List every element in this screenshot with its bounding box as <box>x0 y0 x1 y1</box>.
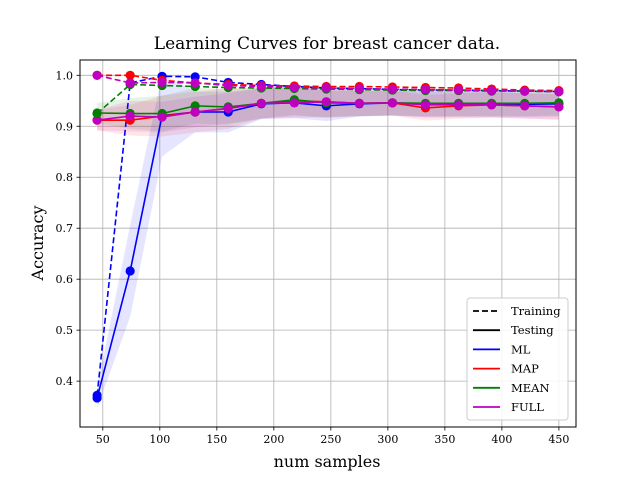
legend: Training Testing ML MAP MEAN FULL <box>466 297 569 421</box>
point-full-testing <box>223 103 233 114</box>
plot-area: 50 100 150 200 250 300 350 400 450 0.40.50.60.70… <box>56 59 577 446</box>
point-full-testing <box>157 112 167 122</box>
x-tick-label: 450 <box>548 433 569 446</box>
point-map-training <box>125 70 135 80</box>
band-map-testing <box>97 85 559 137</box>
point-full-testing <box>190 107 200 117</box>
point-full-testing <box>256 98 266 108</box>
x-axis-label: num samples <box>274 452 381 471</box>
point-full-training <box>190 78 200 88</box>
point-full-testing <box>453 100 464 110</box>
point-ml-testing <box>125 266 135 276</box>
point-full-training <box>256 81 266 92</box>
x-tick-label: 50 <box>96 433 110 446</box>
point-full-testing <box>321 97 331 107</box>
point-full-testing <box>125 111 135 121</box>
point-full-training <box>92 70 102 80</box>
y-axis-ticks: 0.4 0.5 0.6 0.7 0.8 0.9 1.0 <box>56 69 80 388</box>
y-tick-label: 0.7 <box>56 222 74 235</box>
point-full-testing <box>92 115 102 125</box>
band-ml-testing <box>97 74 559 409</box>
x-tick-label: 250 <box>320 433 341 446</box>
point-full-training <box>354 83 364 94</box>
point-full-training <box>420 84 431 95</box>
point-full-training <box>223 80 233 91</box>
point-full-testing <box>387 98 398 108</box>
x-tick-label: 350 <box>434 433 455 446</box>
x-axis-ticks: 50 100 150 200 250 300 350 400 450 <box>96 427 569 446</box>
point-full-training <box>321 83 331 93</box>
y-tick-label: 0.8 <box>56 171 74 184</box>
y-tick-label: 0.6 <box>56 273 74 286</box>
point-full-testing <box>554 102 564 112</box>
point-full-training <box>387 84 398 94</box>
line-mean-training <box>96 83 559 115</box>
legend-label-ml: ML <box>511 342 531 356</box>
series-points <box>92 70 564 403</box>
point-mean-training <box>92 108 102 119</box>
point-full-training <box>157 77 167 88</box>
plot-frame <box>79 59 577 428</box>
point-full-training <box>520 86 530 96</box>
legend-label-testing: Testing <box>511 323 554 337</box>
y-tick-label: 0.9 <box>56 120 74 133</box>
legend-box <box>466 297 569 421</box>
point-full-training <box>289 82 299 93</box>
point-full-testing <box>289 98 299 108</box>
y-tick-label: 0.5 <box>56 324 74 337</box>
x-tick-label: 300 <box>377 433 398 446</box>
point-full-training <box>487 85 497 96</box>
point-full-testing <box>354 98 364 108</box>
point-full-training <box>453 85 464 95</box>
legend-label-map: MAP <box>511 362 539 376</box>
chart-title: Learning Curves for breast cancer data. <box>154 34 500 54</box>
legend-label-full: FULL <box>511 400 544 414</box>
legend-label-training: Training <box>511 304 561 318</box>
y-axis-label: Accuracy <box>28 206 47 282</box>
point-full-training <box>125 78 135 88</box>
x-tick-label: 200 <box>263 433 284 446</box>
x-tick-label: 400 <box>491 433 512 446</box>
x-tick-label: 150 <box>206 433 227 446</box>
point-full-training <box>554 87 564 97</box>
uncertainty-bands <box>97 74 559 409</box>
x-tick-label: 100 <box>149 433 170 446</box>
y-tick-label: 1.0 <box>56 69 74 82</box>
point-ml-training <box>92 390 102 400</box>
point-full-testing <box>420 100 431 110</box>
point-full-testing <box>487 100 497 110</box>
legend-label-mean: MEAN <box>511 381 550 395</box>
point-full-testing <box>520 101 530 111</box>
y-tick-label: 0.4 <box>56 375 74 388</box>
